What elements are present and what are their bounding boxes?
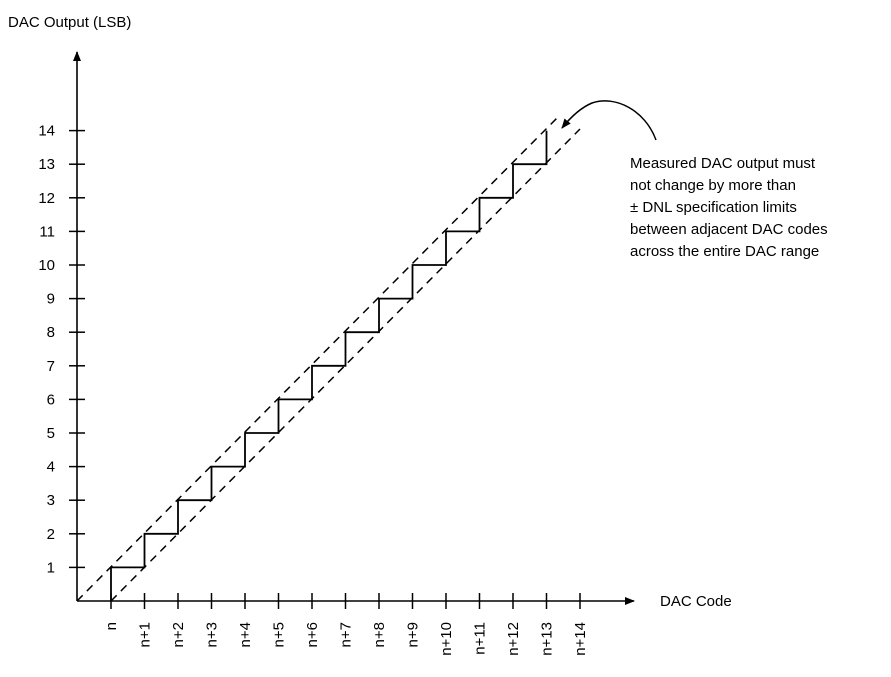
x-tick-label: n+1 [137, 622, 154, 647]
x-tick-label: n+10 [438, 622, 455, 656]
annotation-line-5: across the entire DAC range [630, 243, 819, 260]
upper-limit-dashed-line [76, 117, 558, 602]
annotation-line-4: between adjacent DAC codes [630, 221, 828, 238]
x-tick-label: n+5 [271, 622, 288, 647]
x-tick-label: n+6 [304, 622, 321, 647]
y-tick-label: 8 [47, 324, 55, 341]
x-axis-title: DAC Code [660, 593, 732, 610]
y-tick-label: 7 [47, 358, 55, 375]
y-tick-label: 14 [38, 123, 55, 140]
y-tick-label: 11 [39, 223, 55, 240]
y-tick-label: 5 [47, 425, 55, 442]
x-tick-label: n+13 [539, 622, 556, 656]
x-tick-label: n+2 [170, 622, 187, 647]
annotation-line-2: not change by more than [630, 177, 796, 194]
x-tick-label: n+3 [204, 622, 221, 647]
y-tick-label: 13 [38, 156, 55, 173]
dac-output-staircase [110, 130, 548, 601]
x-tick-label: n+7 [338, 622, 355, 647]
y-tick-label: 6 [47, 391, 55, 408]
y-tick-label: 2 [47, 526, 55, 543]
y-tick-label: 3 [47, 492, 55, 509]
annotation-arrow [561, 100, 657, 141]
y-tick-label: 12 [38, 190, 55, 207]
y-tick-label: 10 [38, 257, 55, 274]
x-tick-label: n+14 [572, 622, 589, 656]
x-tick-label: n+12 [505, 622, 522, 656]
y-tick-label: 4 [47, 459, 55, 476]
y-tick-label: 9 [47, 291, 55, 308]
x-tick-label: n+4 [237, 622, 254, 647]
annotation-line-3: ± DNL specification limits [630, 199, 797, 216]
x-tick-label: n [103, 622, 120, 630]
x-tick-label: n+9 [405, 622, 422, 647]
x-tick-label: n+11 [472, 622, 489, 655]
y-axis-title: DAC Output (LSB) [8, 14, 131, 31]
annotation-line-1: Measured DAC output must [630, 155, 816, 172]
annotation-text: Measured DAC output must not change by m… [630, 155, 828, 260]
y-tick-label: 1 [47, 559, 55, 576]
x-tick-label: n+8 [371, 622, 388, 647]
x-axis-ticks: n n+1 n+2 n+3 n+4 n+5 n+6 n+7 n+8 n+9 n+10 n+11 n+12… [103, 593, 589, 656]
